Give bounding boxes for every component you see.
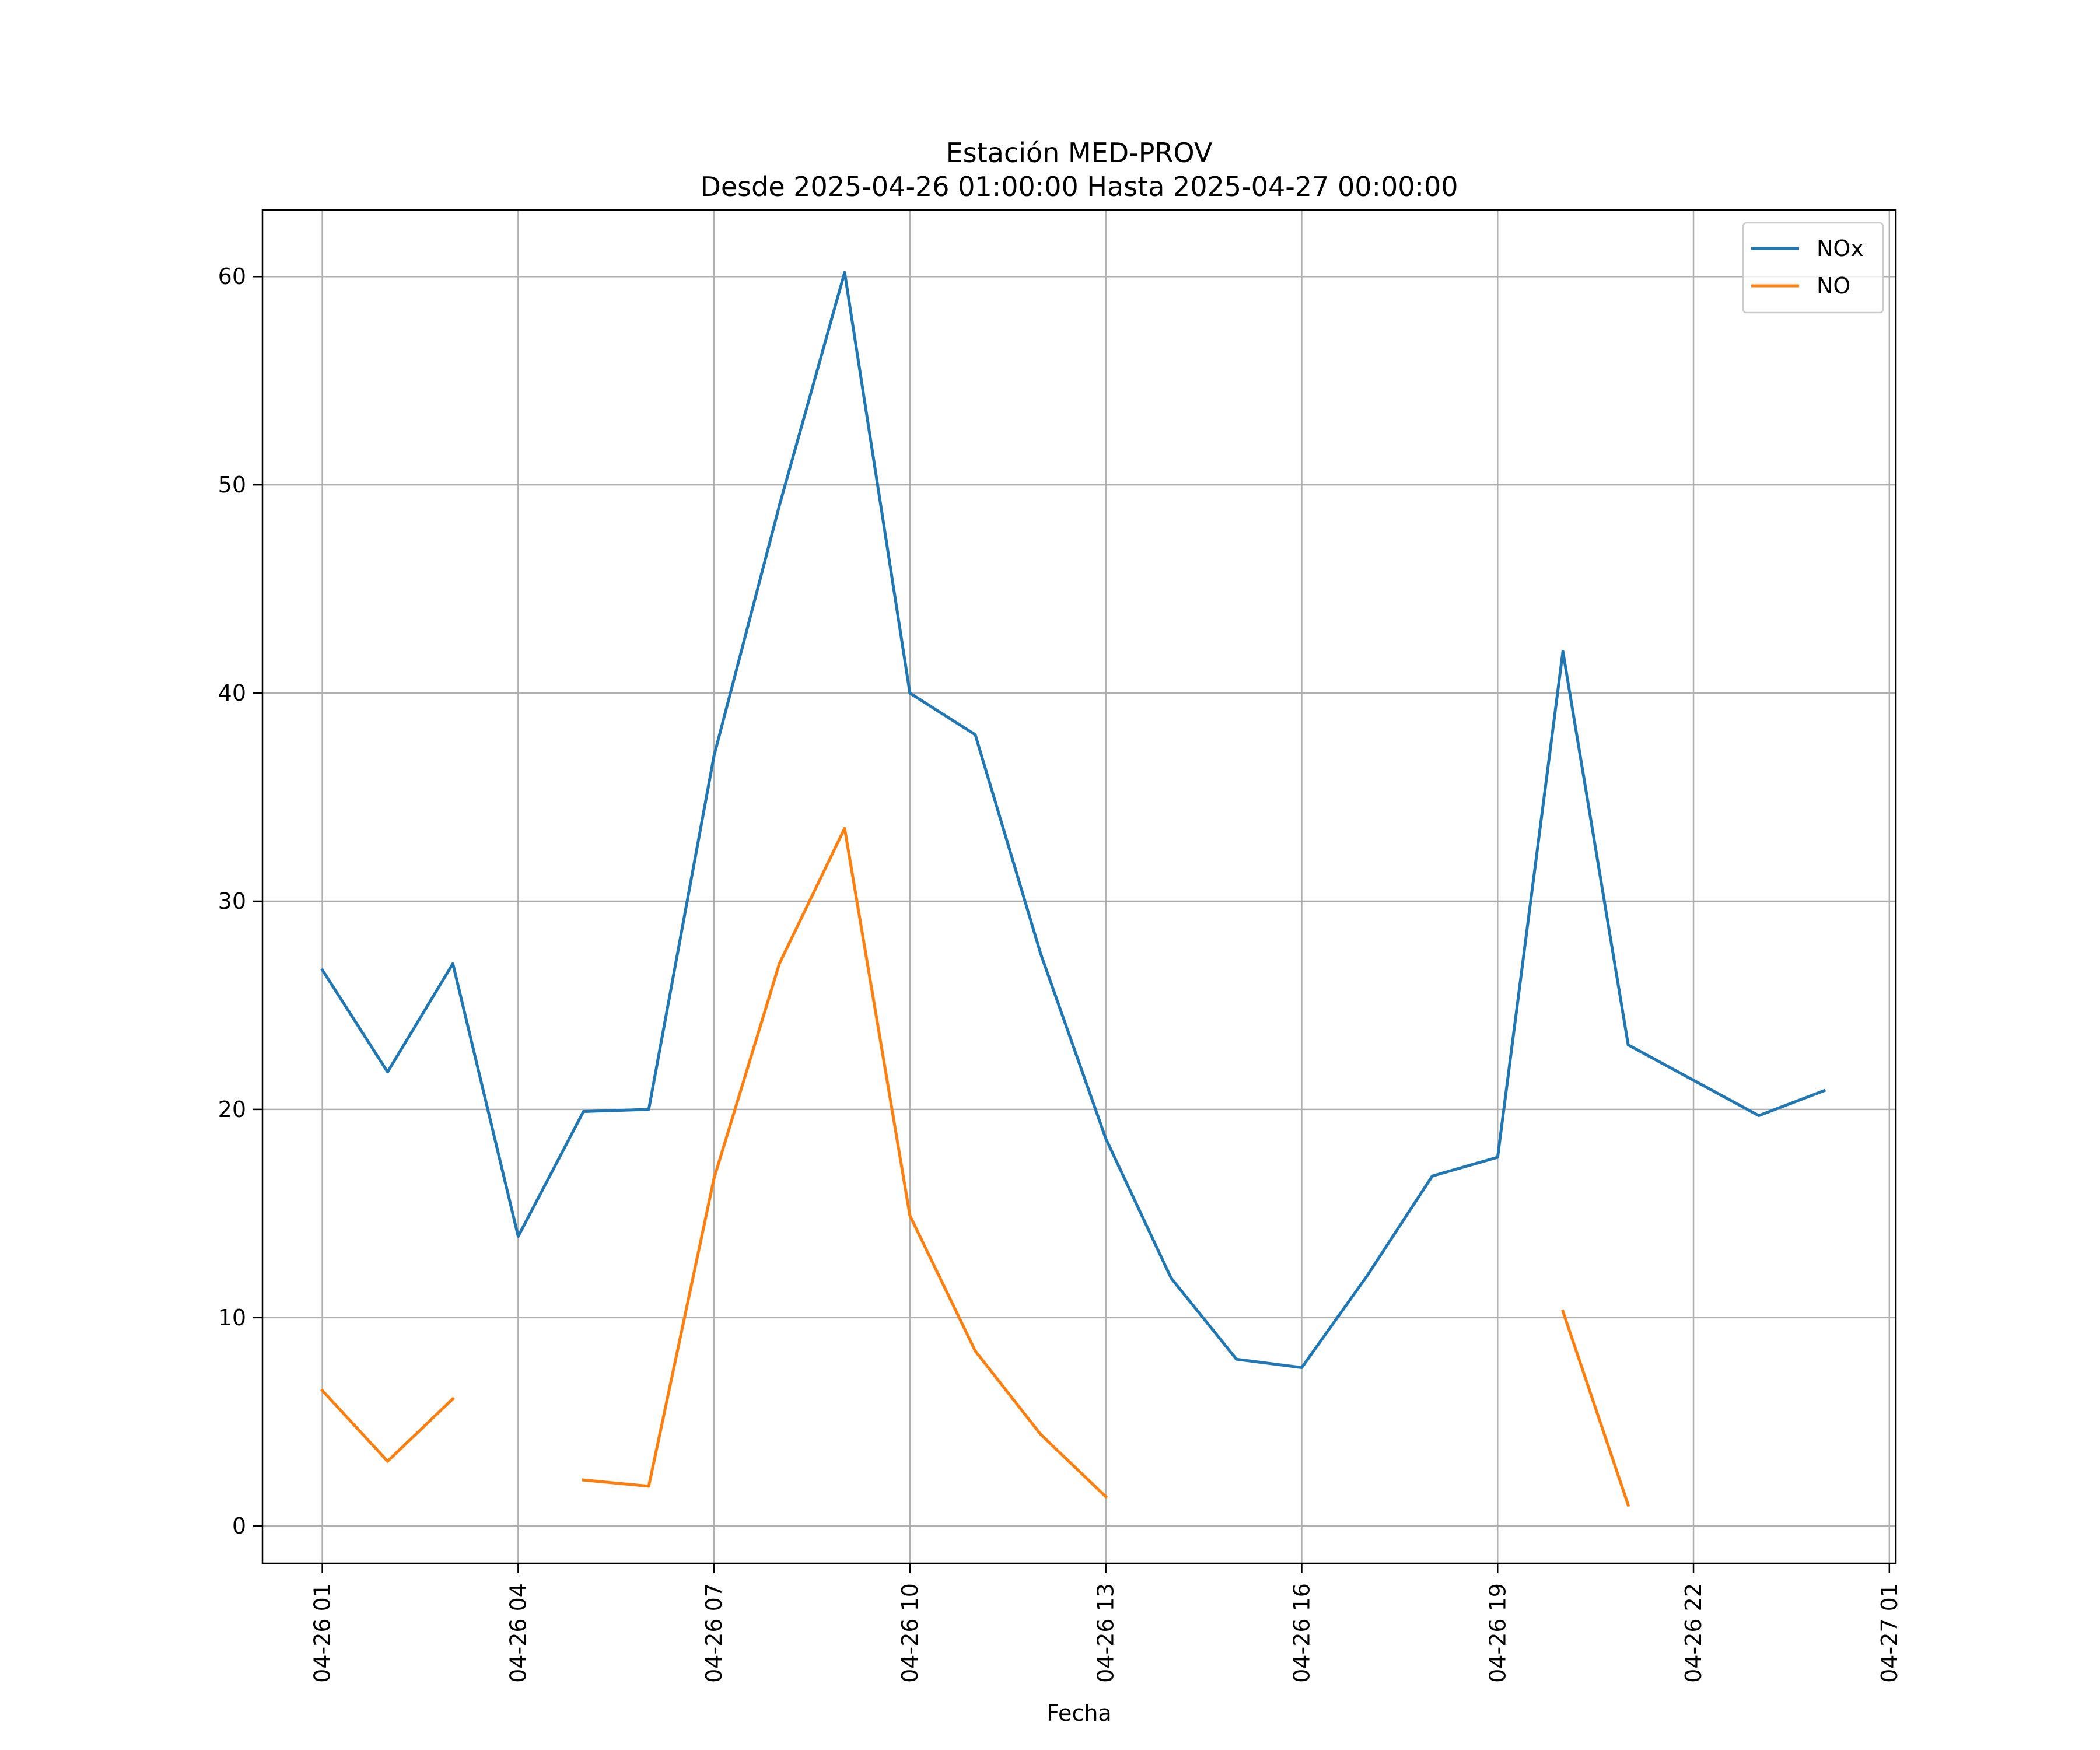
- legend-label-nox: NOx: [1817, 236, 1864, 261]
- legend-box: [1742, 222, 1884, 314]
- y-tick-label-4: 40: [218, 680, 246, 706]
- series-nox-line-0: [320, 271, 1826, 1369]
- x-axis-label: Fecha: [1046, 1700, 1111, 1726]
- y-tick-label-1: 10: [218, 1305, 246, 1331]
- x-tick-label-3: 04-26 10: [897, 1583, 923, 1683]
- grid: [262, 210, 1896, 1563]
- x-tick-label-4: 04-26 13: [1093, 1583, 1119, 1683]
- y-tick-label-6: 60: [218, 264, 246, 289]
- x-tick-label-8: 04-27 01: [1877, 1583, 1902, 1683]
- y-tick-label-3: 30: [218, 888, 246, 914]
- series-no: [320, 827, 1630, 1507]
- x-tick-label-0: 04-26 01: [310, 1583, 335, 1683]
- y-tick-label-5: 50: [218, 472, 246, 498]
- series-no-line-0: [320, 1388, 455, 1463]
- x-tick-label-1: 04-26 04: [505, 1583, 531, 1683]
- y-axis: 0 10 20 30 40 50 60: [218, 264, 262, 1539]
- series-no-line-1: [582, 827, 1108, 1499]
- x-tick-label-6: 04-26 19: [1485, 1583, 1510, 1683]
- y-tick-label-0: 0: [232, 1513, 246, 1539]
- x-tick-label-5: 04-26 16: [1289, 1583, 1314, 1683]
- series-nox: [320, 271, 1826, 1369]
- legend-label-no: NO: [1817, 273, 1850, 299]
- series-layer: [320, 271, 1826, 1507]
- x-axis: 04-26 01 04-26 04 04-26 07 04-26 10 04-26 13…: [310, 1563, 1902, 1683]
- chart-title: Estación MED-PROV: [946, 137, 1213, 169]
- y-tick-label-2: 20: [218, 1097, 246, 1122]
- plot-frame: [261, 209, 1897, 1564]
- x-tick-label-7: 04-26 22: [1681, 1583, 1706, 1683]
- chart-subtitle: Desde 2025-04-26 01:00:00 Hasta 2025-04-…: [700, 171, 1458, 202]
- series-no-line-2: [1561, 1309, 1630, 1507]
- legend: NOx NO: [1742, 222, 1884, 314]
- x-tick-label-2: 04-26 07: [701, 1583, 727, 1683]
